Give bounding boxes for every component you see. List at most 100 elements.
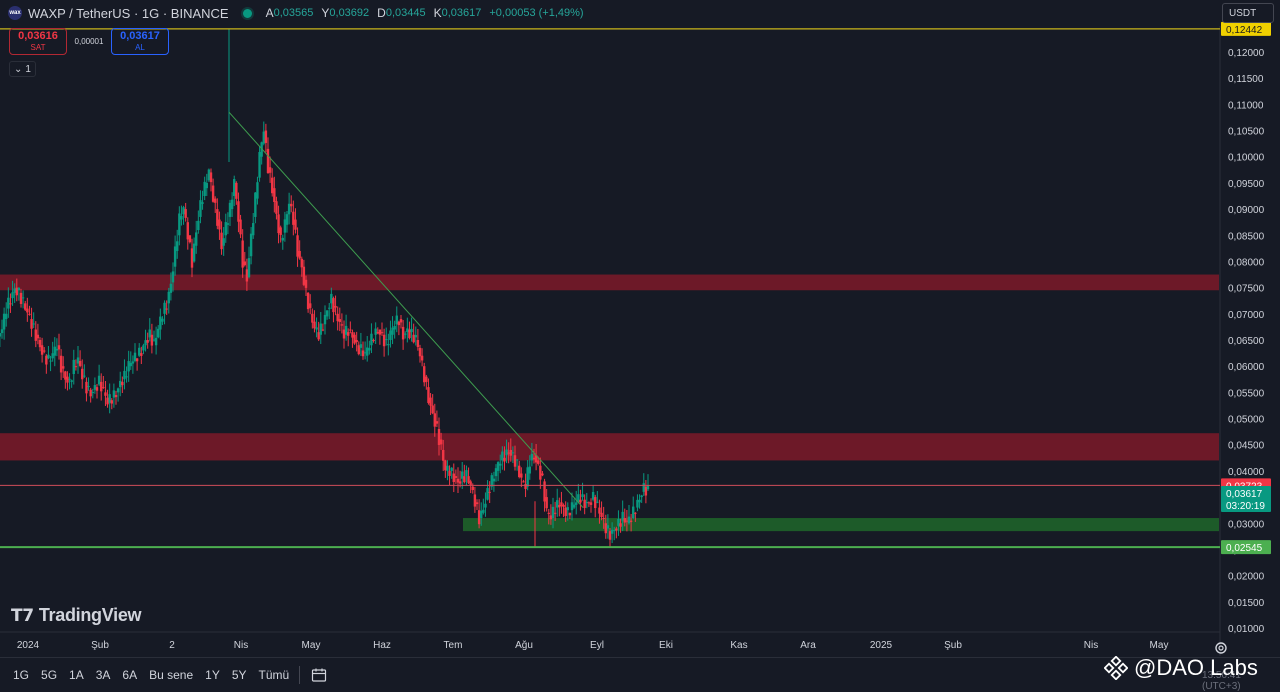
go-to-date-icon[interactable] — [311, 667, 327, 683]
candle-body — [467, 476, 470, 483]
buy-button[interactable]: 0,03617 AL — [111, 28, 169, 55]
time-tick-label: Haz — [373, 640, 391, 651]
candle-body — [7, 297, 10, 309]
candle-body — [21, 297, 25, 299]
candle-body — [581, 494, 584, 498]
candle-body — [309, 303, 312, 308]
clock-readout[interactable]: 13:50:41 (UTC+3) — [1202, 670, 1241, 692]
sell-button[interactable]: 0,03616 SAT — [9, 28, 67, 55]
ohlc-open-key: A — [265, 6, 274, 20]
time-tick-label: Ara — [800, 640, 816, 651]
candle-body — [49, 360, 52, 362]
candle-body — [484, 503, 487, 508]
range-3a[interactable]: 3A — [95, 668, 111, 682]
candle-body — [256, 182, 259, 199]
candle-body — [644, 486, 648, 496]
time-axis[interactable]: 2024 Şub 2 Nis May Haz Tem Ağu Eyl Eki Kas Ara 2025 Ş… — [0, 632, 1220, 656]
candle-body — [89, 389, 92, 397]
candle-body — [433, 413, 436, 427]
price-tick-label: 0,06500 — [1228, 336, 1265, 347]
price-badge-countdown: 03:20:19 — [1226, 501, 1265, 512]
candle-body — [463, 476, 466, 483]
candle-body — [140, 353, 143, 356]
candle-body — [173, 246, 177, 267]
candle-body — [169, 283, 173, 293]
sell-label: SAT — [30, 42, 46, 52]
candle-body — [473, 494, 477, 507]
candle-body — [393, 325, 396, 330]
candle-body — [494, 468, 498, 477]
candle-body — [34, 329, 37, 341]
range-5g[interactable]: 5G — [41, 668, 58, 682]
candle-body — [444, 460, 447, 471]
candle-body — [513, 455, 517, 467]
price-tick-label: 0,10000 — [1228, 153, 1265, 164]
range-all[interactable]: Tümü — [258, 668, 290, 682]
candle-body — [323, 314, 327, 325]
range-1y[interactable]: 1Y — [205, 668, 220, 682]
candle-body — [507, 452, 510, 454]
time-tick-label: Eyl — [590, 640, 604, 651]
time-tick-label: Şub — [91, 640, 109, 651]
candle-body — [249, 233, 253, 257]
candle-body — [623, 518, 626, 523]
tradingview-logo[interactable]: 𝗧𝟳 TradingView — [11, 605, 142, 626]
candle-body — [406, 328, 409, 333]
candle-body — [606, 525, 610, 529]
price-tick-label: 0,09000 — [1228, 205, 1265, 216]
candle-body — [165, 308, 168, 310]
candle-body — [180, 215, 183, 220]
candle-body — [218, 219, 221, 230]
candle-body — [91, 392, 94, 394]
candle-body — [587, 502, 591, 504]
indicators-collapse-button[interactable]: ⌄ 1 — [9, 61, 36, 77]
candle-body — [127, 361, 130, 372]
candle-body — [2, 313, 6, 330]
range-5y[interactable]: 5Y — [231, 668, 247, 682]
candle-body — [201, 202, 204, 204]
currency-select[interactable]: USDT — [1222, 3, 1274, 23]
candle-body — [387, 344, 390, 346]
candle-body — [142, 345, 145, 351]
range-ytd[interactable]: Bu sene — [149, 668, 194, 682]
candle-body — [163, 302, 166, 314]
candle-body — [526, 467, 529, 487]
candle-body — [102, 387, 105, 389]
candle-body — [40, 345, 44, 355]
range-1a[interactable]: 1A — [69, 668, 84, 682]
candle-body — [93, 385, 97, 390]
candle-body — [642, 483, 645, 492]
candle-body — [148, 329, 151, 338]
price-tick-label: 0,11500 — [1228, 74, 1264, 85]
candle-body — [490, 475, 493, 487]
price-tick-label: 0,10500 — [1228, 127, 1265, 138]
candle-body — [646, 485, 650, 490]
candle-body — [287, 203, 291, 215]
candle-body — [157, 328, 160, 338]
candle-body — [171, 271, 175, 283]
candle-body — [469, 481, 472, 485]
candle-body — [110, 400, 113, 404]
range-6a[interactable]: 6A — [122, 668, 138, 682]
candle-body — [634, 512, 637, 514]
candle-body — [530, 453, 534, 461]
candle-body — [551, 506, 555, 519]
candle-body — [632, 506, 635, 519]
settings-gear-icon[interactable] — [1213, 640, 1229, 656]
candle-body — [416, 340, 420, 348]
candle-body — [359, 344, 363, 348]
candle-body — [461, 471, 464, 479]
range-1g[interactable]: 1G — [13, 668, 30, 682]
candle-body — [81, 368, 84, 380]
symbol-title[interactable]: WAXP / TetherUS · 1G · BINANCE — [28, 5, 229, 21]
candle-body — [518, 465, 521, 478]
candle-body — [585, 502, 588, 504]
price-badge-support — [1221, 540, 1271, 555]
candle-body — [515, 459, 519, 461]
time-tick-label: Nis — [1083, 640, 1099, 651]
candle-body — [76, 357, 80, 364]
price-tick-label: 0,11000 — [1228, 100, 1264, 111]
candle-body — [190, 248, 194, 268]
